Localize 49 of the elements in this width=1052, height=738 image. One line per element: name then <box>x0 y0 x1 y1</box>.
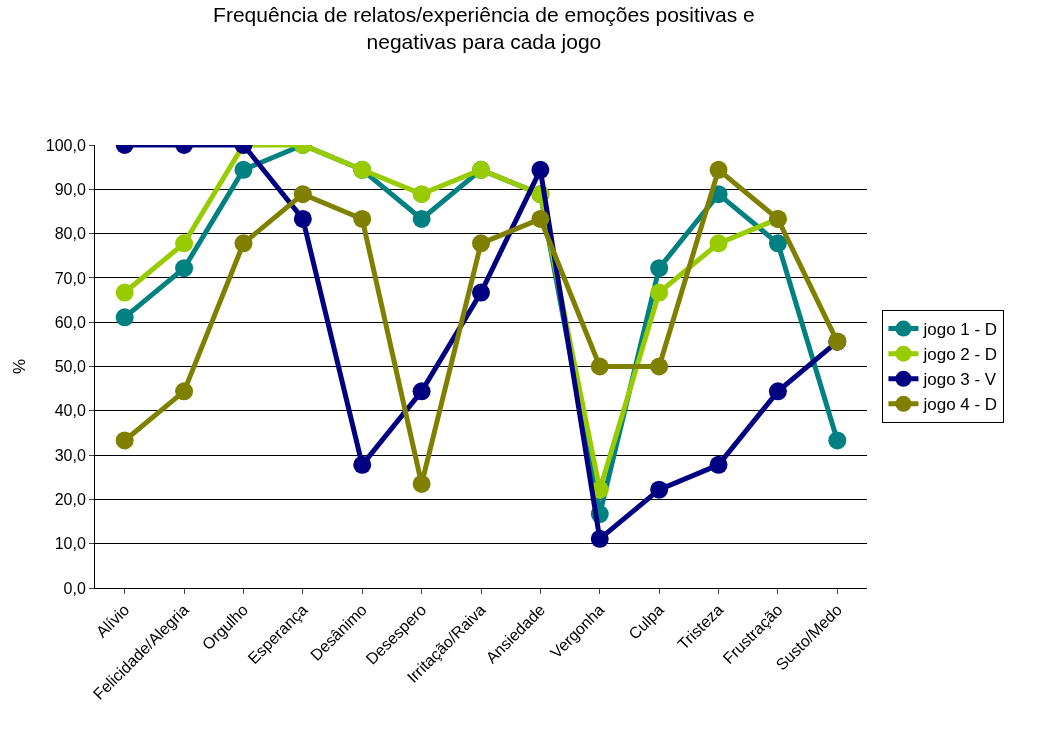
y-tick-label: 50,0 <box>54 358 86 376</box>
point <box>768 234 787 253</box>
point <box>293 185 312 204</box>
y-axis-title: % <box>10 358 30 375</box>
point <box>175 234 194 253</box>
legend-label: jogo 1 - D <box>922 320 998 340</box>
point <box>828 431 847 450</box>
chart-title: Frequência de relatos/experiência de emoções positivas e negativas para cada jogo <box>213 3 755 54</box>
point <box>412 209 431 228</box>
point <box>353 209 372 228</box>
point <box>234 160 253 179</box>
point <box>768 382 787 401</box>
point <box>709 160 728 179</box>
point <box>412 382 431 401</box>
point <box>650 480 669 499</box>
point <box>115 308 134 327</box>
point <box>650 259 669 278</box>
point <box>650 357 669 376</box>
y-tick-label: 10,0 <box>54 535 86 553</box>
point <box>115 283 134 302</box>
legend-label: jogo 2 - D <box>922 345 998 365</box>
y-tick-label: 70,0 <box>54 269 86 287</box>
y-tick-label: 40,0 <box>54 402 86 420</box>
y-tick-label: 80,0 <box>54 225 86 243</box>
y-tick-label: 20,0 <box>54 491 86 508</box>
point <box>234 234 253 253</box>
y-tick-label: 100,0 <box>45 136 86 154</box>
point <box>175 259 194 278</box>
point <box>650 283 669 302</box>
y-tick-label: 90,0 <box>54 180 86 198</box>
point <box>531 209 550 228</box>
point <box>472 283 490 302</box>
point <box>590 357 609 376</box>
point <box>175 382 194 401</box>
point <box>709 234 728 253</box>
point <box>472 234 490 253</box>
point <box>412 185 431 204</box>
point <box>293 209 312 228</box>
point <box>590 529 609 548</box>
point <box>412 474 431 493</box>
y-tick-label: 30,0 <box>54 446 86 464</box>
point <box>709 455 728 474</box>
legend-label: jogo 3 - V <box>922 370 997 390</box>
point <box>531 160 550 179</box>
point <box>353 455 372 474</box>
point <box>115 431 134 450</box>
y-tick-label: 0,0 <box>63 579 86 597</box>
legend-label: jogo 4 - D <box>922 395 998 415</box>
y-tick-label: 60,0 <box>54 313 86 331</box>
